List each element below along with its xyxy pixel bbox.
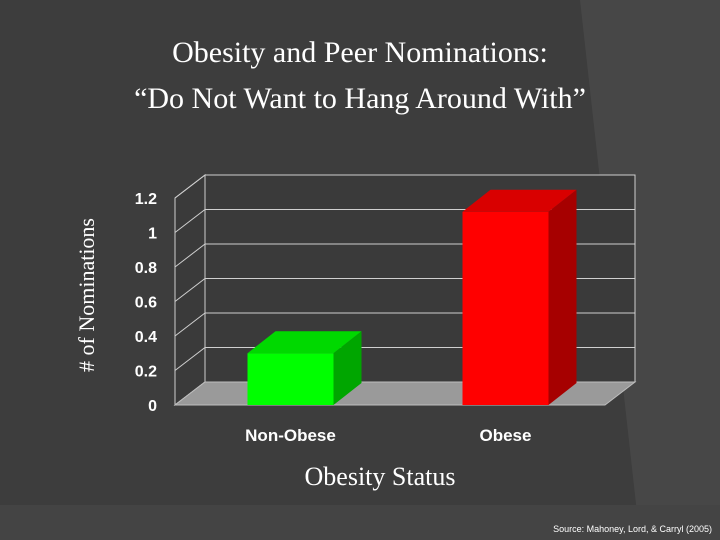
y-tick-label: 0.8 bbox=[135, 260, 157, 277]
x-category-label: Obese bbox=[480, 426, 532, 445]
gridline bbox=[174, 174, 635, 199]
bar-front bbox=[247, 353, 334, 405]
y-tick-label: 1 bbox=[148, 226, 157, 243]
x-axis-label: Obesity Status bbox=[304, 462, 456, 491]
bar-top bbox=[247, 331, 362, 354]
title-line-1: Obesity and Peer Nominations: bbox=[172, 36, 548, 69]
bar-side bbox=[333, 331, 362, 405]
x-category-label: Non-Obese bbox=[245, 426, 336, 445]
bar-obese bbox=[462, 189, 577, 405]
title-line-2: “Do Not Want to Hang Around With” bbox=[134, 82, 586, 115]
slide-title: Obesity and Peer Nominations: “Do Not Wa… bbox=[0, 30, 720, 122]
y-tick-label: 1.2 bbox=[135, 191, 157, 208]
y-tick-label: 0.2 bbox=[135, 364, 157, 381]
bar-side bbox=[548, 189, 577, 405]
bar-front bbox=[462, 211, 549, 405]
source-citation: Source: Mahoney, Lord, & Carryl (2005) bbox=[553, 524, 712, 534]
y-tick-label: 0 bbox=[148, 398, 157, 415]
bar-top bbox=[462, 189, 577, 212]
y-tick-label: 0.4 bbox=[135, 329, 157, 346]
y-tick-label: 0.6 bbox=[135, 295, 157, 312]
bar-non-obese bbox=[247, 331, 362, 405]
